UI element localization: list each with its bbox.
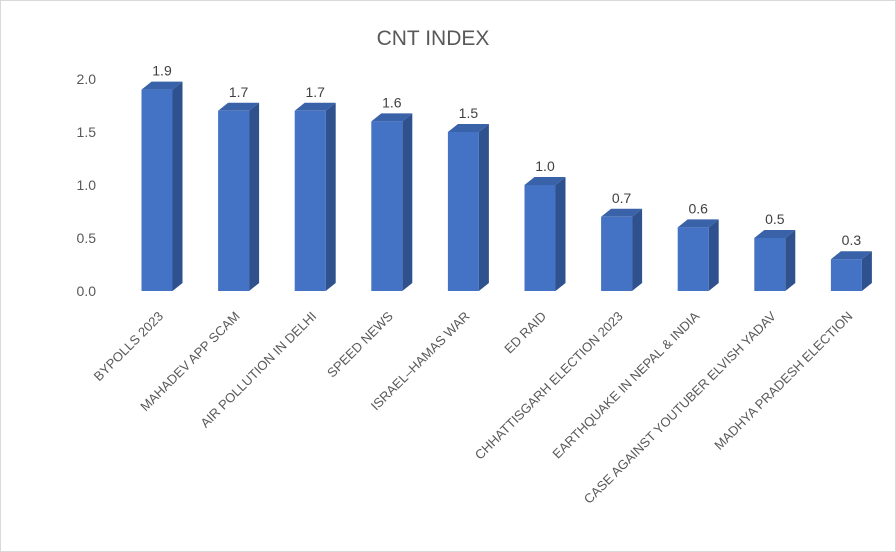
bar (830, 251, 872, 291)
bar-front (294, 110, 326, 291)
data-label: 1.9 (152, 63, 172, 79)
y-tick-label: 1.0 (77, 177, 97, 193)
bar-front (371, 121, 403, 292)
bar-top (447, 124, 489, 132)
bar-side (325, 102, 336, 291)
bar-side (249, 102, 260, 291)
bar-side (708, 219, 719, 291)
bar-front (754, 238, 786, 291)
bar (447, 124, 489, 291)
bar-top (141, 81, 183, 90)
bar-front (677, 227, 709, 291)
category-label: MADHYA PRADESH ELECTION (711, 309, 855, 453)
category-label: CHHATTISGARH ELECTION 2023 (472, 309, 626, 463)
bar (754, 230, 796, 291)
bar-side (402, 113, 413, 292)
y-tick-label: 0.5 (77, 230, 97, 246)
bar (141, 81, 183, 291)
data-label: 1.5 (459, 105, 479, 121)
bar-side (785, 230, 796, 291)
bar-top (371, 113, 413, 122)
bar-top (754, 230, 796, 238)
bar-side (172, 81, 183, 291)
bar-front (524, 185, 556, 291)
data-label: 1.7 (305, 84, 325, 100)
bars (141, 81, 872, 292)
bar (524, 177, 566, 291)
data-label: 0.7 (612, 190, 632, 206)
bar-top (218, 102, 260, 111)
bar-front (830, 259, 862, 291)
data-label: 1.7 (229, 84, 249, 100)
bar-side (555, 177, 566, 291)
bar-top (677, 219, 719, 228)
bar (677, 219, 719, 291)
bar-front (141, 89, 173, 291)
bar-top (601, 208, 643, 217)
data-label: 1.6 (382, 94, 402, 110)
y-tick-label: 0.0 (77, 283, 97, 299)
category-label: SPEED NEWS (324, 308, 396, 380)
bar-top (294, 102, 336, 111)
data-label: 0.5 (765, 211, 785, 227)
bar-front (218, 110, 250, 291)
y-tick-label: 2.0 (77, 71, 97, 87)
bar-top (524, 177, 566, 185)
data-labels: 1.9 1.7 1.7 1.6 1.5 1.0 0.7 0.6 0.5 0.3 (152, 63, 861, 249)
bar (601, 208, 643, 291)
data-label: 0.6 (688, 200, 708, 216)
y-tick-label: 1.5 (77, 124, 97, 140)
bar-front (447, 132, 479, 291)
bar-side (861, 251, 872, 291)
category-label: EARTHQUAKE IN NEPAL & INDIA (549, 308, 702, 461)
bar-side (478, 124, 489, 291)
data-label: 1.0 (535, 158, 555, 174)
y-axis-ticks: 0.0 0.5 1.0 1.5 2.0 (77, 71, 97, 299)
bar (218, 102, 260, 291)
chart-title: CNT INDEX (377, 27, 490, 50)
category-label: ED RAID (501, 309, 549, 357)
data-label: 0.3 (842, 232, 862, 248)
bar-side (632, 208, 643, 291)
bar-top (830, 251, 872, 260)
bar (294, 102, 336, 291)
bar (371, 113, 413, 292)
bar-front (601, 216, 633, 291)
category-label: BYPOLLS 2023 (91, 309, 167, 385)
